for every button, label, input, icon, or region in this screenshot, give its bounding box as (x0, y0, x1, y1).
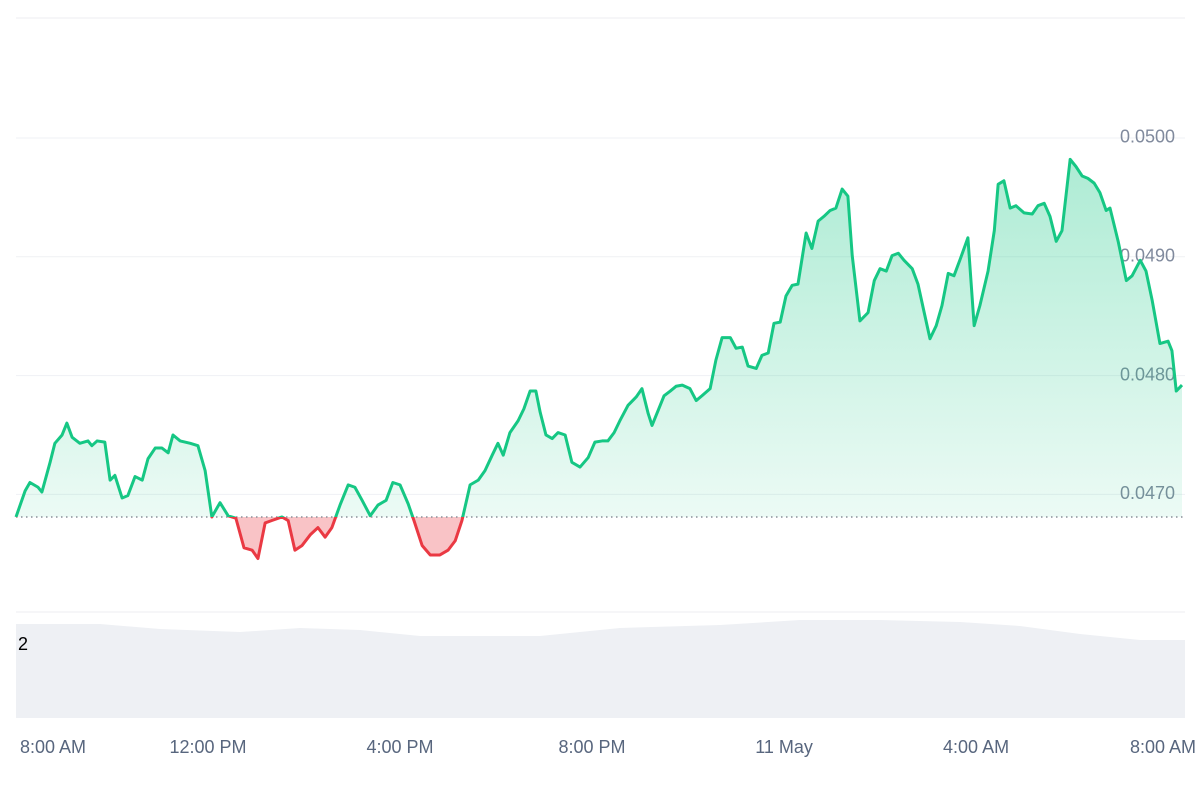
x-tick-label: 8:00 AM (20, 737, 86, 757)
x-tick-label: 4:00 AM (943, 737, 1009, 757)
volume-band (16, 620, 1185, 718)
x-tick-label: 8:00 PM (559, 737, 626, 757)
price-line (14, 157, 1184, 561)
x-tick-label: 11 May (755, 737, 813, 757)
x-tick-label: 4:00 PM (367, 737, 434, 757)
volume-label: 2 (18, 634, 28, 654)
y-tick-label: 0.0500 (1120, 127, 1175, 147)
y-tick-label: 0.0490 (1120, 246, 1175, 266)
x-tick-label: 12:00 PM (169, 737, 246, 757)
area-above (16, 159, 1182, 517)
x-tick-label: 8:00 AM (1130, 737, 1196, 757)
